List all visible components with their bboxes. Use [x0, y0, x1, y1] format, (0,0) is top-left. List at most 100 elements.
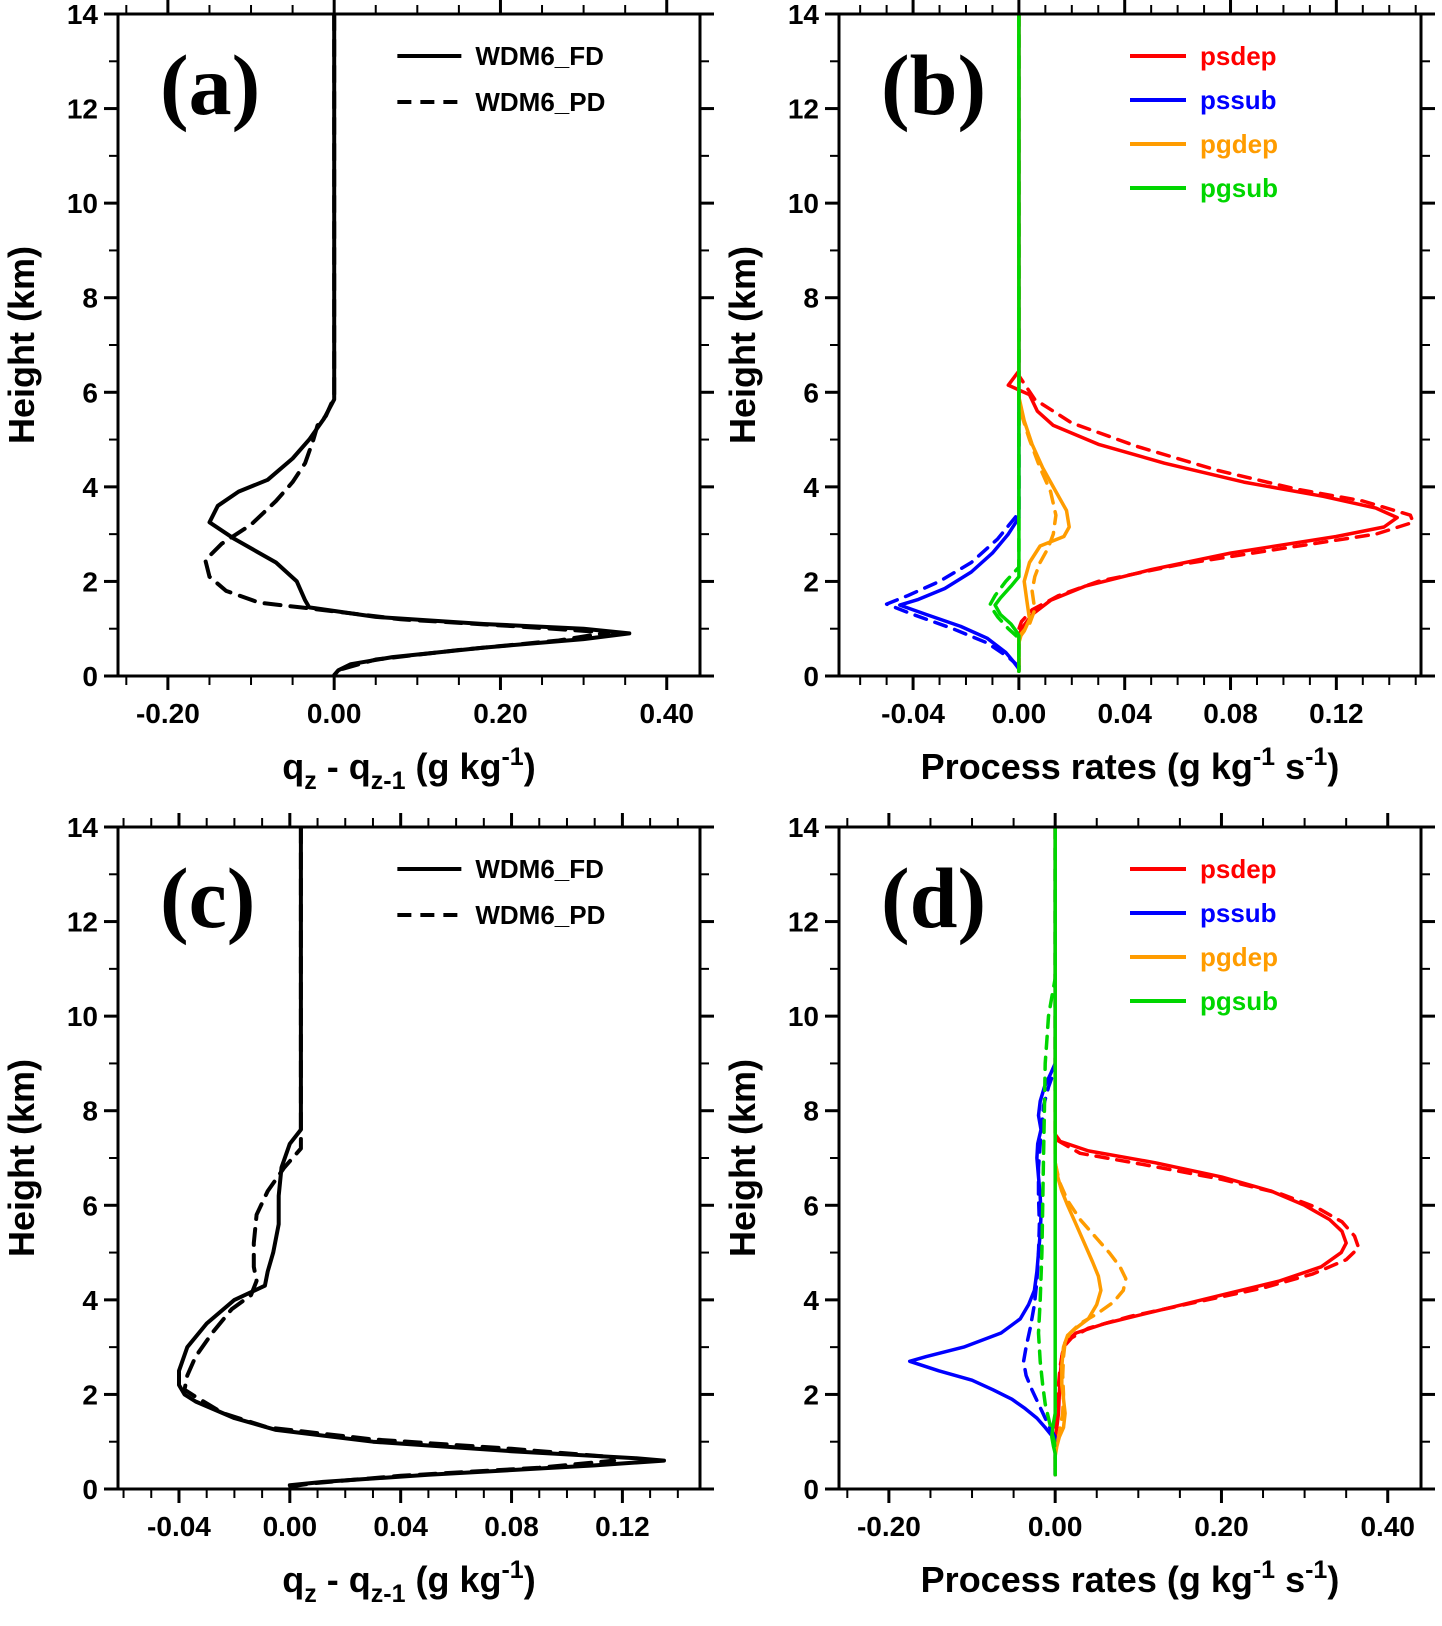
y-tick-label: 8	[82, 283, 98, 314]
y-tick-label: 4	[803, 472, 819, 503]
series-pgdep_PD	[1053, 827, 1128, 1472]
series-group	[884, 14, 1415, 674]
y-tick-label: 2	[803, 1379, 819, 1410]
series-pssub_PD	[884, 14, 1021, 669]
x-tick-label: 0.00	[992, 698, 1047, 729]
y-tick-label: 2	[82, 1379, 98, 1410]
series-WDM6_FD	[177, 827, 666, 1488]
x-axis-label: qz - qz-1 (g kg-1)	[282, 1556, 535, 1608]
series-pssub_FD	[898, 14, 1021, 671]
x-tick-label: -0.20	[857, 1511, 921, 1542]
y-tick-label: 8	[82, 1096, 98, 1127]
x-axis-label: Process rates (g kg-1 s-1)	[921, 1556, 1340, 1600]
panel-letter: (b)	[881, 37, 986, 133]
y-axis-label: Height (km)	[722, 246, 763, 444]
legend-label: pgsub	[1200, 173, 1278, 203]
x-tick-label: 0.00	[263, 1511, 318, 1542]
y-tick-label: 6	[803, 1190, 819, 1221]
series-psdep_PD	[1017, 14, 1415, 674]
series-pgsub_PD	[988, 14, 1021, 674]
x-tick-label: 0.08	[1203, 698, 1258, 729]
y-tick-label: 8	[803, 283, 819, 314]
x-tick-label: 0.00	[307, 698, 362, 729]
panel-b: -0.04 0.00 0.04 0.08 0.12 0 2 4 6 8 10 12 14 Process …	[721, 0, 1442, 813]
panel-a: -0.20 0.00 0.20 0.40 0 2 4 6 8 10 12 14 qz - qz-1 (g…	[0, 0, 721, 813]
series-pgdep_PD	[1017, 14, 1058, 645]
y-tick-label: 12	[67, 907, 98, 938]
series-pgdep_FD	[1053, 827, 1103, 1477]
legend-label: pssub	[1200, 898, 1277, 928]
x-tick-label: 0.20	[1194, 1511, 1249, 1542]
legend-label: pgsub	[1200, 986, 1278, 1016]
x-tick-label: 0.12	[1309, 698, 1364, 729]
x-tick-label: 0.12	[595, 1511, 650, 1542]
y-tick-label: 12	[67, 94, 98, 125]
legend-label: pgdep	[1200, 942, 1278, 972]
y-tick-label: 12	[788, 94, 819, 125]
x-tick-label: -0.20	[136, 698, 200, 729]
chart-d-canvas: -0.20 0.00 0.20 0.40 0 2 4 6 8 10 12 14 Process rate…	[722, 813, 1435, 1600]
y-tick-label: 10	[67, 188, 98, 219]
series-WDM6_PD	[203, 14, 611, 676]
y-tick-label: 4	[82, 1285, 98, 1316]
axes	[104, 0, 714, 690]
y-tick-label: 14	[788, 813, 820, 843]
legend-label: pssub	[1200, 85, 1277, 115]
legend: WDM6_FD WDM6_PD	[397, 41, 605, 117]
chart-b-canvas: -0.04 0.00 0.04 0.08 0.12 0 2 4 6 8 10 12 14 Process …	[722, 0, 1435, 787]
x-axis-label: Process rates (g kg-1 s-1)	[921, 743, 1340, 787]
y-axis-label: Height (km)	[722, 1059, 763, 1257]
chart-a-canvas: -0.20 0.00 0.20 0.40 0 2 4 6 8 10 12 14 qz - qz-1 (g…	[1, 0, 714, 795]
series-pgsub_PD	[1036, 827, 1057, 1472]
y-tick-label: 0	[82, 1474, 98, 1505]
x-tick-label: 0.04	[373, 1511, 428, 1542]
panel-letter: (a)	[160, 37, 260, 133]
series-pgsub_FD	[993, 14, 1021, 674]
x-tick-label: 0.04	[1097, 698, 1152, 729]
legend-label: WDM6_PD	[475, 87, 605, 117]
y-tick-label: 8	[803, 1096, 819, 1127]
legend-label: WDM6_FD	[475, 41, 604, 71]
x-tick-label: -0.04	[881, 698, 945, 729]
y-axis-label: Height (km)	[1, 1059, 42, 1257]
y-tick-label: 12	[788, 907, 819, 938]
legend-label: psdep	[1200, 854, 1277, 884]
series-psdep_FD	[1053, 827, 1348, 1477]
series-psdep_PD	[1053, 827, 1361, 1477]
series-group	[203, 14, 632, 676]
legend-label: WDM6_PD	[475, 900, 605, 930]
x-tick-label: 0.40	[639, 698, 694, 729]
series-pssub_PD	[1021, 827, 1057, 1477]
y-tick-label: 6	[803, 377, 819, 408]
x-axis-label: qz - qz-1 (g kg-1)	[282, 743, 535, 795]
y-tick-label: 14	[788, 0, 820, 30]
series-group	[177, 827, 666, 1489]
y-tick-label: 10	[788, 188, 819, 219]
axes	[825, 813, 1435, 1503]
y-tick-label: 4	[82, 472, 98, 503]
legend-label: pgdep	[1200, 129, 1278, 159]
legend-label: WDM6_FD	[475, 854, 604, 884]
panel-letter: (c)	[160, 850, 255, 946]
y-tick-label: 6	[82, 377, 98, 408]
series-WDM6_PD	[182, 827, 617, 1489]
legend: psdep pssub pgdep pgsub	[1130, 854, 1278, 1016]
y-tick-label: 4	[803, 1285, 819, 1316]
y-tick-label: 2	[82, 566, 98, 597]
x-tick-label: 0.40	[1360, 1511, 1415, 1542]
y-tick-label: 0	[803, 1474, 819, 1505]
y-tick-label: 0	[803, 661, 819, 692]
series-group	[907, 827, 1361, 1477]
x-tick-label: -0.04	[147, 1511, 211, 1542]
x-tick-label: 0.08	[484, 1511, 539, 1542]
axes	[825, 0, 1435, 690]
y-tick-label: 14	[67, 813, 99, 843]
y-tick-label: 10	[67, 1001, 98, 1032]
series-psdep_FD	[1006, 14, 1399, 674]
y-axis-label: Height (km)	[1, 246, 42, 444]
series-pssub_FD	[907, 827, 1057, 1477]
x-tick-label: 0.00	[1028, 1511, 1083, 1542]
x-tick-label: 0.20	[473, 698, 528, 729]
y-tick-label: 6	[82, 1190, 98, 1221]
legend: psdep pssub pgdep pgsub	[1130, 41, 1278, 203]
